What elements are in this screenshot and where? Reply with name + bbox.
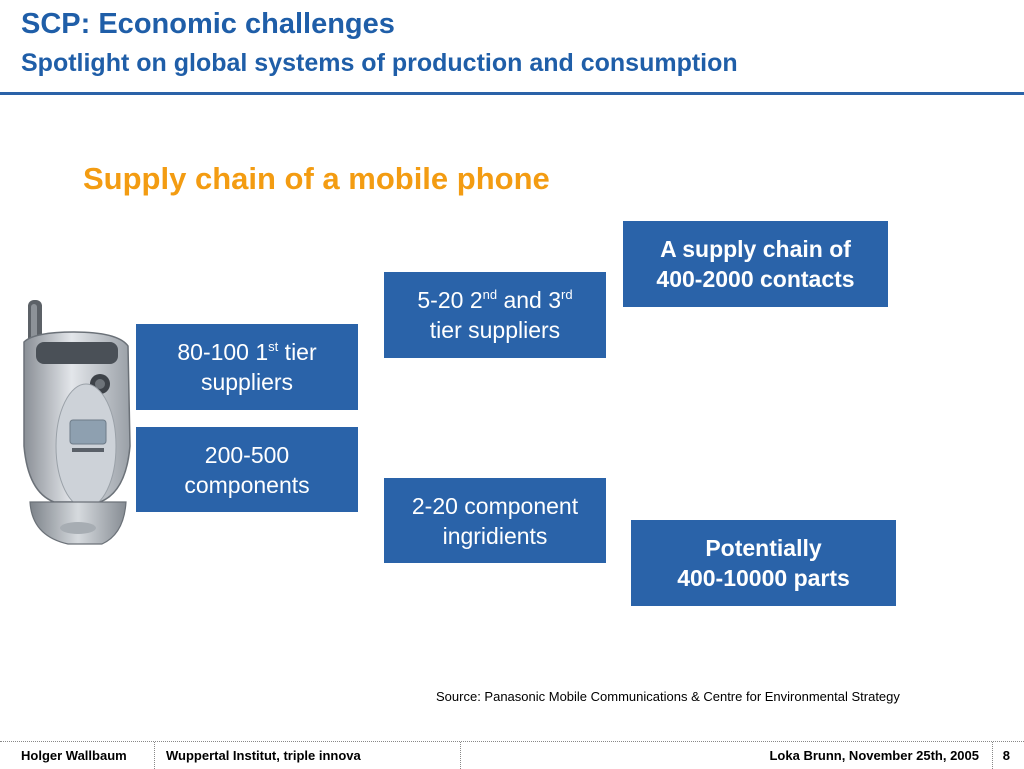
- tier23-ordinal-1: nd: [482, 287, 498, 302]
- footer-divider: [154, 742, 155, 769]
- footer: Holger Wallbaum Wuppertal Institut, trip…: [0, 741, 1024, 769]
- title-divider: [0, 92, 1024, 95]
- contacts-line1: A supply chain of: [660, 236, 851, 262]
- components-line2: components: [184, 471, 310, 498]
- tier1-tail: tier: [278, 339, 317, 365]
- footer-institute: Wuppertal Institut, triple innova: [166, 748, 361, 763]
- slide-title: SCP: Economic challenges: [21, 8, 395, 40]
- parts-line2: 400-10000 parts: [677, 565, 850, 591]
- tier1-line2: suppliers: [200, 369, 294, 395]
- tier23-line1: 5-20 2nd and 3rd: [417, 285, 572, 315]
- footer-event: Loka Brunn, November 25th, 2005: [769, 748, 979, 763]
- tier1-number: 80-100 1: [177, 339, 269, 365]
- tier23-ordinal-2: rd: [561, 287, 573, 302]
- tier23-part-b: and 3: [497, 287, 562, 313]
- footer-author: Holger Wallbaum: [21, 748, 127, 763]
- parts-line1: Potentially: [705, 535, 822, 561]
- source-note: Source: Panasonic Mobile Communications …: [436, 689, 900, 704]
- components-box: 200-500 components: [136, 427, 358, 512]
- components-line1: 200-500: [204, 441, 290, 468]
- footer-divider: [460, 742, 461, 769]
- section-heading: Supply chain of a mobile phone: [83, 161, 550, 196]
- tier1-ordinal: st: [268, 339, 279, 354]
- mobile-phone-image: [23, 300, 131, 545]
- ingredients-line1: 2-20 component: [411, 492, 579, 519]
- tier23-part-a: 5-20 2: [417, 287, 483, 313]
- page-number: 8: [1002, 748, 1010, 763]
- slide-subtitle: Spotlight on global systems of productio…: [21, 49, 738, 77]
- parts-box: Potentially 400-10000 parts: [631, 520, 896, 606]
- ingredients-line2: ingridients: [442, 522, 548, 549]
- tier1-line1: 80-100 1st tier: [177, 337, 316, 367]
- contacts-line2: 400-2000 contacts: [656, 266, 855, 292]
- footer-divider: [992, 742, 993, 769]
- tier23-line2: tier suppliers: [429, 317, 561, 343]
- tier1-suppliers-box: 80-100 1st tier suppliers: [136, 324, 358, 410]
- ingredients-box: 2-20 component ingridients: [384, 478, 606, 563]
- tier23-suppliers-box: 5-20 2nd and 3rd tier suppliers: [384, 272, 606, 358]
- contacts-box: A supply chain of 400-2000 contacts: [623, 221, 888, 307]
